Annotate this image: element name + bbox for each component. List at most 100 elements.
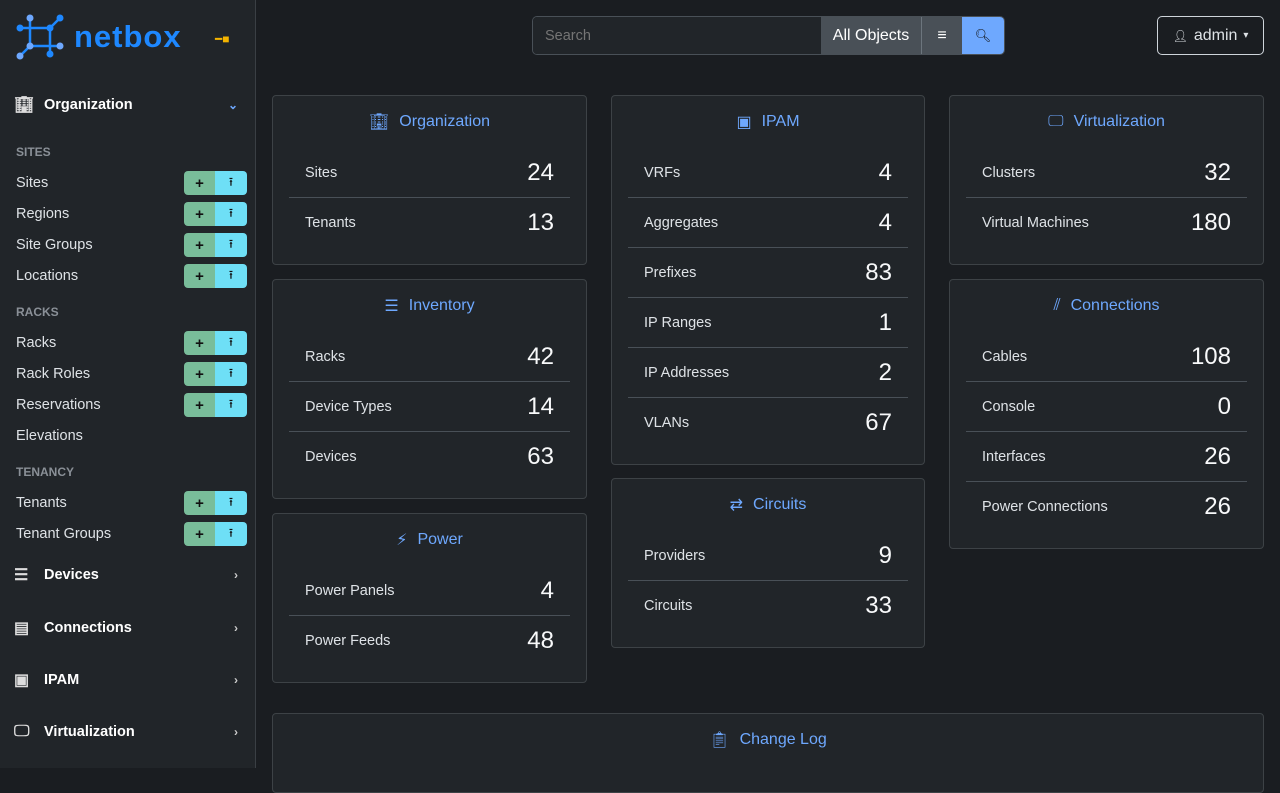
card-row[interactable]: Cables 108 [966, 332, 1247, 382]
add-button[interactable]: + [184, 233, 215, 257]
card-row[interactable]: Racks 42 [289, 332, 570, 382]
card-circuits: ⇄ Circuits Providers 9 Circuits 33 [611, 478, 925, 648]
row-count: 13 [527, 209, 554, 236]
sidebar-item-label[interactable]: Racks [16, 335, 57, 351]
card-row[interactable]: Power Feeds 48 [289, 616, 570, 666]
sidebar-item-label[interactable]: Sites [16, 175, 49, 191]
card-row[interactable]: Device Types 14 [289, 382, 570, 432]
card-row[interactable]: Aggregates 4 [628, 198, 908, 248]
card-row[interactable]: Console 0 [966, 382, 1247, 432]
add-button[interactable]: + [184, 393, 215, 417]
plus-icon: + [195, 365, 204, 383]
import-button[interactable]: ⭱ [215, 522, 247, 546]
row-label[interactable]: Power Feeds [305, 633, 391, 649]
add-button[interactable]: + [184, 202, 215, 226]
sidebar-item-label[interactable]: Reservations [16, 397, 101, 413]
sidebar-item-label[interactable]: Site Groups [16, 237, 93, 253]
row-label[interactable]: Prefixes [644, 264, 697, 281]
row-label[interactable]: Clusters [982, 164, 1036, 181]
import-button[interactable]: ⭱ [215, 171, 247, 195]
sidebar-item-label[interactable]: Elevations [16, 428, 83, 444]
card-row[interactable]: Circuits 33 [628, 581, 908, 631]
row-label[interactable]: Providers [644, 547, 706, 564]
row-label[interactable]: VRFs [644, 164, 681, 181]
add-button[interactable]: + [184, 331, 215, 355]
sidebar-item[interactable]: Tenant Groups + ⭱ [16, 522, 247, 546]
sidebar-item[interactable]: Reservations + ⭱ [16, 393, 247, 417]
import-button[interactable]: ⭱ [215, 362, 247, 386]
row-label[interactable]: Aggregates [644, 214, 719, 231]
add-button[interactable]: + [184, 362, 215, 386]
row-label[interactable]: Cables [982, 348, 1028, 365]
card-organization: 🏢︎ Organization Sites 24 Tenants 13 [272, 95, 587, 265]
lightning-icon: ⚡︎ [396, 532, 408, 549]
card-row[interactable]: Virtual Machines 180 [966, 198, 1247, 248]
card-row[interactable]: IP Ranges 1 [628, 298, 908, 348]
row-label[interactable]: Console [982, 398, 1036, 415]
sidebar-item-label[interactable]: Tenants [16, 495, 67, 511]
add-button[interactable]: + [184, 491, 215, 515]
card-row[interactable]: VRFs 4 [628, 148, 908, 198]
import-button[interactable]: ⭱ [215, 331, 247, 355]
sidebar-item[interactable]: Elevations [16, 424, 247, 448]
add-button[interactable]: + [184, 171, 215, 195]
sidebar-section[interactable]: 🖵︎ Virtualization › [0, 717, 256, 747]
row-label[interactable]: IP Ranges [644, 314, 712, 331]
card-row[interactable]: Power Connections 26 [966, 482, 1247, 532]
row-label[interactable]: Virtual Machines [982, 215, 1089, 231]
ipam-icon: ▣ [14, 672, 30, 689]
import-button[interactable]: ⭱ [215, 264, 247, 288]
row-label[interactable]: Tenants [305, 215, 356, 231]
netbox-logo[interactable]: netbox [16, 14, 182, 60]
search-button[interactable]: 🔍︎ [962, 17, 1004, 54]
row-label[interactable]: Racks [305, 348, 346, 365]
card-row[interactable]: Clusters 32 [966, 148, 1247, 198]
sidebar-item-label[interactable]: Tenant Groups [16, 526, 112, 542]
row-label[interactable]: Interfaces [982, 448, 1046, 465]
import-button[interactable]: ⭱ [215, 202, 247, 226]
import-button[interactable]: ⭱ [215, 233, 247, 257]
sidebar-item-label[interactable]: Regions [16, 206, 70, 222]
add-button[interactable]: + [184, 264, 215, 288]
sidebar-item-label[interactable]: Rack Roles [16, 366, 91, 382]
row-label[interactable]: Power Connections [982, 499, 1108, 515]
card-row[interactable]: IP Addresses 2 [628, 348, 908, 398]
import-button[interactable]: ⭱ [215, 393, 247, 417]
search-scope-select[interactable]: All Objects [821, 17, 922, 54]
row-label[interactable]: IP Addresses [644, 364, 730, 381]
row-label[interactable]: Circuits [644, 598, 693, 614]
filter-button[interactable]: ≡ [922, 17, 962, 54]
import-button[interactable]: ⭱ [215, 491, 247, 515]
row-label[interactable]: Devices [305, 449, 357, 465]
pin-icon[interactable]: ━■ [215, 32, 230, 46]
add-button[interactable]: + [184, 522, 215, 546]
card-row[interactable]: Power Panels 4 [289, 566, 570, 616]
sidebar-item[interactable]: Rack Roles + ⭱ [16, 362, 247, 386]
card-row[interactable]: Prefixes 83 [628, 248, 908, 298]
sidebar-item[interactable]: Racks + ⭱ [16, 331, 247, 355]
sidebar-item[interactable]: Sites + ⭱ [16, 171, 247, 195]
row-label[interactable]: Device Types [305, 398, 392, 415]
sidebar-section[interactable]: ▣ IPAM › [0, 665, 256, 695]
sidebar-item-label[interactable]: Locations [16, 268, 79, 284]
card-row[interactable]: Tenants 13 [289, 198, 570, 248]
card-row[interactable]: Devices 63 [289, 432, 570, 482]
user-menu-button[interactable]: 👤︎ admin ▾ [1157, 16, 1264, 55]
sidebar-item[interactable]: Tenants + ⭱ [16, 491, 247, 515]
sidebar-item[interactable]: Regions + ⭱ [16, 202, 247, 226]
card-row[interactable]: Interfaces 26 [966, 432, 1247, 482]
row-count: 4 [878, 208, 892, 236]
card-row[interactable]: Providers 9 [628, 531, 908, 581]
card-row[interactable]: VLANs 67 [628, 398, 908, 448]
sidebar-section[interactable]: ▤ Connections › [0, 613, 256, 643]
netbox-logo-icon [16, 14, 64, 60]
card-row[interactable]: Sites 24 [289, 148, 570, 198]
row-label[interactable]: Power Panels [305, 582, 395, 599]
row-label[interactable]: VLANs [644, 415, 690, 431]
row-label[interactable]: Sites [305, 164, 338, 181]
sidebar-section[interactable]: ☰ Devices › [0, 560, 256, 590]
sidebar-item[interactable]: Locations + ⭱ [16, 264, 247, 288]
sidebar-section-organization[interactable]: 🏢︎ Organization ⌄ [0, 90, 256, 120]
sidebar-item[interactable]: Site Groups + ⭱ [16, 233, 247, 257]
search-input[interactable] [533, 17, 821, 54]
